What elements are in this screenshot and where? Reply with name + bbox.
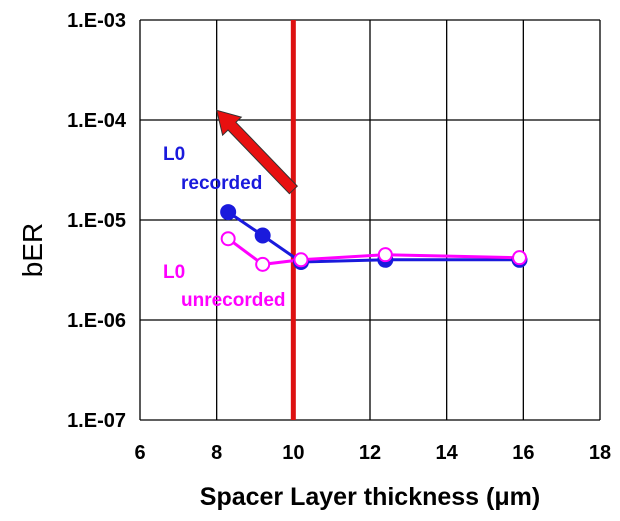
legend-unrecorded-line1: L0 (163, 262, 185, 283)
x-tick-label-0: 6 (134, 442, 145, 464)
x-tick-label-6: 18 (589, 442, 611, 464)
x-tick-label-5: 16 (512, 442, 534, 464)
x-tick-label-4: 14 (436, 442, 459, 464)
y-tick-label-0: 1.E-07 (67, 410, 126, 432)
y-tick-labels: 1.E-07 1.E-06 1.E-05 1.E-04 1.E-03 (67, 10, 127, 432)
x-axis-label: Spacer Layer thickness (μm) (200, 483, 540, 511)
series-1-point-1 (255, 256, 271, 272)
series-0-point-1 (254, 227, 271, 244)
series-0-point-0 (220, 204, 237, 221)
series-1-point-3 (377, 247, 393, 263)
series-1-point-4 (512, 250, 527, 266)
arrow-shape (216, 109, 299, 195)
legend-recorded-line2: recorded (181, 173, 262, 194)
y-tick-label-1: 1.E-06 (67, 310, 126, 332)
series-group (220, 204, 528, 272)
x-tick-labels: 6 8 10 12 14 16 18 (134, 442, 611, 464)
legend-recorded-line1: L0 (163, 144, 185, 165)
legend-unrecorded-line2: unrecorded (181, 290, 286, 311)
series-1-point-0 (220, 231, 236, 247)
y-axis-label: bER (17, 223, 48, 277)
x-tick-label-3: 12 (359, 442, 381, 464)
y-tick-label-3: 1.E-04 (67, 110, 127, 132)
y-tick-label-4: 1.E-03 (67, 10, 126, 32)
x-tick-label-2: 10 (282, 442, 304, 464)
x-tick-label-1: 8 (211, 442, 222, 464)
y-tick-label-2: 1.E-05 (67, 210, 126, 232)
series-1-point-2 (293, 252, 309, 268)
arrow-group (216, 109, 299, 195)
